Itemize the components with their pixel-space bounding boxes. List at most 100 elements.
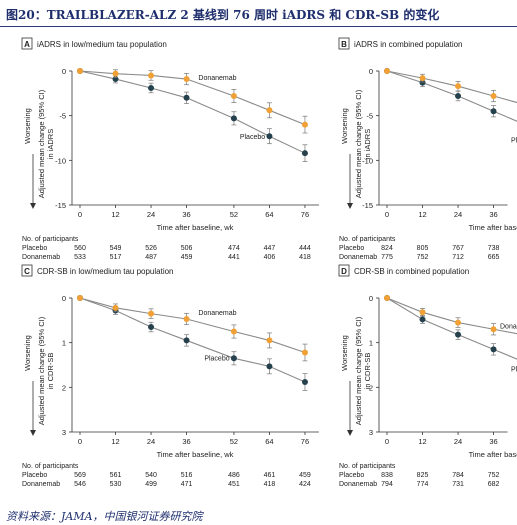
x-tick-label: 52 [230, 437, 238, 446]
participants-count: 447 [264, 245, 276, 252]
placebo-point [490, 108, 497, 115]
participants-count: 530 [110, 481, 122, 488]
y-axis-label-line: in CDR-SB [363, 353, 372, 390]
donanemab-point [301, 349, 308, 356]
y-tick-label: 3 [369, 428, 373, 437]
placebo-series-label: Pl [511, 137, 517, 144]
donanemab-point [384, 295, 390, 301]
participants-count: 775 [381, 254, 393, 261]
participants-row-label: Placebo [22, 472, 47, 479]
panel-title: iADRS in low/medium tau population [37, 40, 167, 49]
figure-title: 图20：TRAILBLAZER-ALZ 2 基线到 76 周时 iADRS 和 … [6, 8, 440, 22]
participants-count: 474 [228, 245, 240, 252]
donanemab-series-label: Donanemab [198, 310, 236, 317]
participants-count: 825 [417, 472, 429, 479]
donanemab-point [112, 304, 119, 311]
participants-count: 560 [74, 245, 86, 252]
donanemab-point [183, 76, 190, 83]
y-tick-label: -5 [59, 112, 66, 121]
x-axis-label: Time after baseline, wk [157, 450, 234, 459]
x-tick-label: 24 [454, 437, 462, 446]
donanemab-point [112, 70, 119, 77]
donanemab-point [148, 72, 155, 79]
x-tick-label: 24 [454, 210, 462, 219]
panel-c: C CDR-SB in low/medium tau population0123… [21, 264, 319, 488]
donanemab-point [266, 107, 273, 114]
placebo-point [148, 84, 155, 91]
participants-count: 824 [381, 245, 393, 252]
placebo-series-label: Pl [511, 367, 517, 374]
panel-letter-box [21, 37, 33, 50]
participants-count: 506 [181, 245, 193, 252]
x-axis-label: Time after baseline, wk [157, 223, 234, 232]
x-tick-label: 24 [147, 437, 155, 446]
participants-count: 487 [145, 254, 157, 261]
y-tick-label: 0 [369, 294, 373, 303]
placebo-point [230, 355, 237, 362]
participants-count: 471 [181, 481, 193, 488]
worsening-label: Worsening [23, 108, 32, 144]
worsening-label: Worsening [340, 108, 349, 144]
placebo-point [455, 93, 462, 100]
donanemab-series-line [386, 70, 517, 104]
donanemab-series-label: Donanemab [198, 75, 236, 82]
participants-count: 499 [145, 481, 157, 488]
participants-count: 451 [228, 481, 240, 488]
y-axis-label: Adjusted mean change (95% CI)in CDR-SB [354, 316, 372, 425]
y-tick-label: 1 [369, 339, 373, 348]
participants-count: 774 [417, 481, 429, 488]
y-tick-label: -5 [366, 112, 373, 121]
x-tick-label: 76 [301, 210, 309, 219]
donanemab-point [384, 68, 390, 74]
donanemab-point [490, 93, 497, 100]
donanemab-series-label: Dona [500, 323, 517, 330]
participants-count: 459 [181, 254, 193, 261]
placebo-series-label: Placebo [240, 134, 265, 141]
x-tick-label: 52 [230, 210, 238, 219]
participants-count: 784 [452, 472, 464, 479]
participants-count: 665 [488, 254, 500, 261]
participants-count: 805 [417, 245, 429, 252]
participants-count: 517 [110, 254, 122, 261]
participants-count: 459 [299, 472, 311, 479]
participants-count: 712 [452, 254, 464, 261]
y-axis-label-line: in iADRS [46, 129, 55, 159]
placebo-point [301, 150, 308, 157]
participants-count: 424 [299, 481, 311, 488]
donanemab-point [455, 319, 462, 326]
participants-count: 486 [228, 472, 240, 479]
donanemab-point [419, 309, 426, 316]
donanemab-point [490, 326, 497, 333]
participants-count: 838 [381, 472, 393, 479]
x-tick-label: 36 [489, 210, 497, 219]
y-axis-label: Adjusted mean change (95% CI)in CDR-SB [37, 316, 55, 425]
donanemab-point [301, 121, 308, 128]
worsening-arrow-head [30, 430, 36, 436]
x-tick-label: 0 [78, 437, 82, 446]
x-axis-label: Time after baseline, wk [469, 223, 517, 232]
x-tick-label: 36 [182, 210, 190, 219]
participants-count: 731 [452, 481, 464, 488]
y-axis-label: Adjusted mean change (95% CI)in iADRS [354, 89, 372, 198]
placebo-point [266, 133, 273, 140]
x-tick-label: 64 [265, 437, 273, 446]
title-rule [0, 26, 517, 27]
y-axis-label-line: Adjusted mean change (95% CI) [37, 89, 46, 198]
placebo-point [183, 337, 190, 344]
x-tick-label: 0 [385, 210, 389, 219]
x-tick-label: 12 [418, 210, 426, 219]
y-tick-label: 3 [62, 428, 66, 437]
panel-letter-box [338, 264, 350, 277]
x-tick-label: 76 [301, 437, 309, 446]
x-tick-label: 64 [265, 210, 273, 219]
participants-header: No. of participants [22, 236, 79, 243]
participants-count: 540 [145, 472, 157, 479]
x-tick-label: 12 [111, 437, 119, 446]
worsening-arrow-head [30, 203, 36, 209]
panel-letter: B [341, 40, 347, 49]
x-tick-label: 0 [385, 437, 389, 446]
participants-header: No. of participants [339, 463, 396, 470]
placebo-point [419, 316, 426, 323]
